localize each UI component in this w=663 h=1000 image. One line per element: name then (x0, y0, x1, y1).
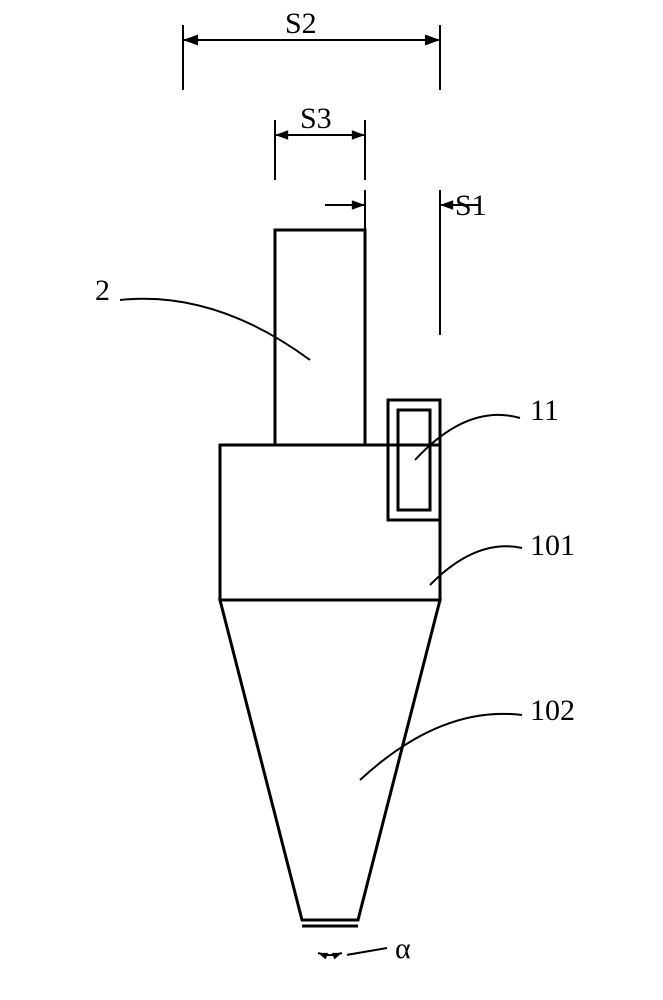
cone (220, 600, 440, 920)
dim-s3: S3 (275, 102, 365, 180)
inlet-inner (398, 410, 430, 510)
dim-s2: S2 (183, 7, 440, 90)
ref-101: 101 (430, 529, 575, 585)
dim-alpha: α (318, 932, 411, 965)
ref-2-label: 2 (95, 274, 110, 307)
cyclone-diagram (220, 230, 440, 926)
top-tube (275, 230, 365, 445)
dim-s1-label: S1 (455, 189, 487, 222)
ref-102-label: 102 (530, 694, 575, 727)
dim-s2-label: S2 (285, 7, 317, 40)
ref-11: 11 (415, 394, 559, 460)
dim-s3-label: S3 (300, 102, 332, 135)
ref-2: 2 (95, 274, 310, 360)
ref-101-label: 101 (530, 529, 575, 562)
dim-s1: S1 (325, 189, 487, 335)
ref-102: 102 (360, 694, 575, 780)
body-cylinder (220, 445, 440, 600)
dim-alpha-label: α (395, 932, 411, 965)
ref-11-label: 11 (530, 394, 559, 427)
inlet-outer (388, 400, 440, 520)
